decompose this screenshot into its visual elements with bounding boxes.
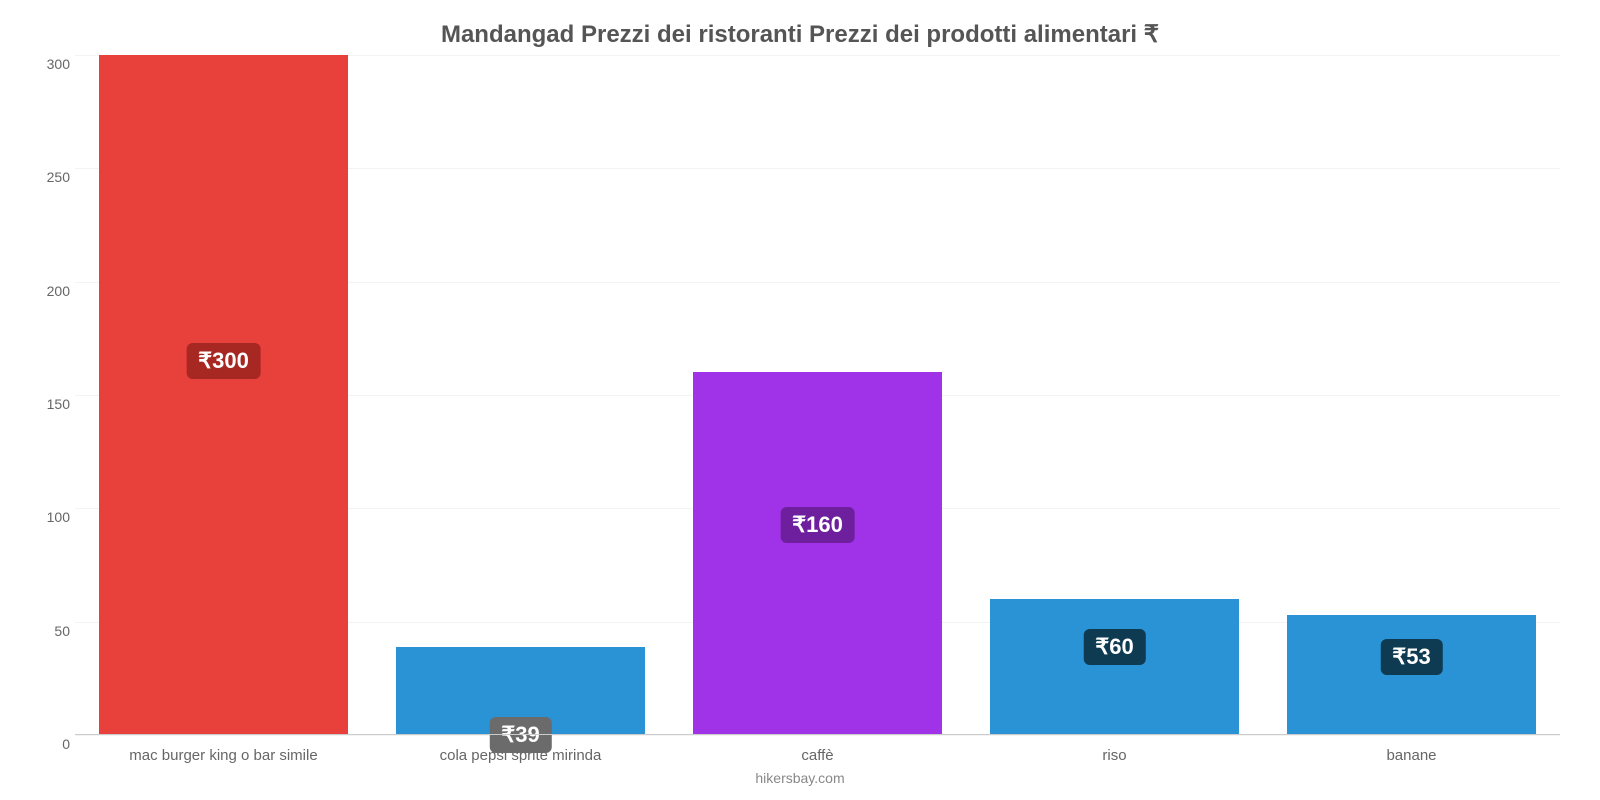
value-badge: ₹300 [186, 343, 261, 379]
bar: ₹60 [990, 599, 1239, 735]
x-tick-label: riso [966, 735, 1263, 764]
value-badge: ₹39 [489, 717, 551, 753]
y-tick-label: 0 [20, 736, 70, 752]
value-badge: ₹60 [1083, 629, 1145, 665]
y-tick-label: 300 [20, 56, 70, 72]
y-tick-label: 150 [20, 396, 70, 412]
chart-footer: hikersbay.com [20, 770, 1580, 786]
bar-slot: ₹300 [75, 55, 372, 735]
x-tick-label: banane [1263, 735, 1560, 764]
chart-title: Mandangad Prezzi dei ristoranti Prezzi d… [20, 20, 1580, 49]
value-badge: ₹53 [1380, 639, 1442, 675]
price-bar-chart: Mandangad Prezzi dei ristoranti Prezzi d… [0, 0, 1600, 800]
y-tick-label: 50 [20, 623, 70, 639]
y-axis: 050100150200250300 [20, 55, 75, 735]
bar-slot: ₹39 [372, 55, 669, 735]
plot-area: 050100150200250300 ₹300₹39₹160₹60₹53 [75, 55, 1560, 735]
bar: ₹160 [693, 372, 942, 735]
gridline [75, 735, 1560, 736]
bar: ₹53 [1287, 615, 1536, 735]
value-badge: ₹160 [780, 507, 855, 543]
y-tick-label: 200 [20, 283, 70, 299]
bar: ₹300 [99, 55, 348, 735]
bar: ₹39 [396, 647, 645, 735]
bars-container: ₹300 ₹39 ₹160 ₹60 ₹53 [75, 55, 1560, 735]
bar-slot: ₹60 [966, 55, 1263, 735]
x-baseline [75, 734, 1560, 735]
x-tick-label: mac burger king o bar simile [75, 735, 372, 764]
bar-slot: ₹53 [1263, 55, 1560, 735]
x-tick-label: caffè [669, 735, 966, 764]
y-tick-label: 250 [20, 169, 70, 185]
y-tick-label: 100 [20, 509, 70, 525]
bar-slot: ₹160 [669, 55, 966, 735]
x-axis: mac burger king o bar similecola pepsi s… [75, 735, 1560, 764]
